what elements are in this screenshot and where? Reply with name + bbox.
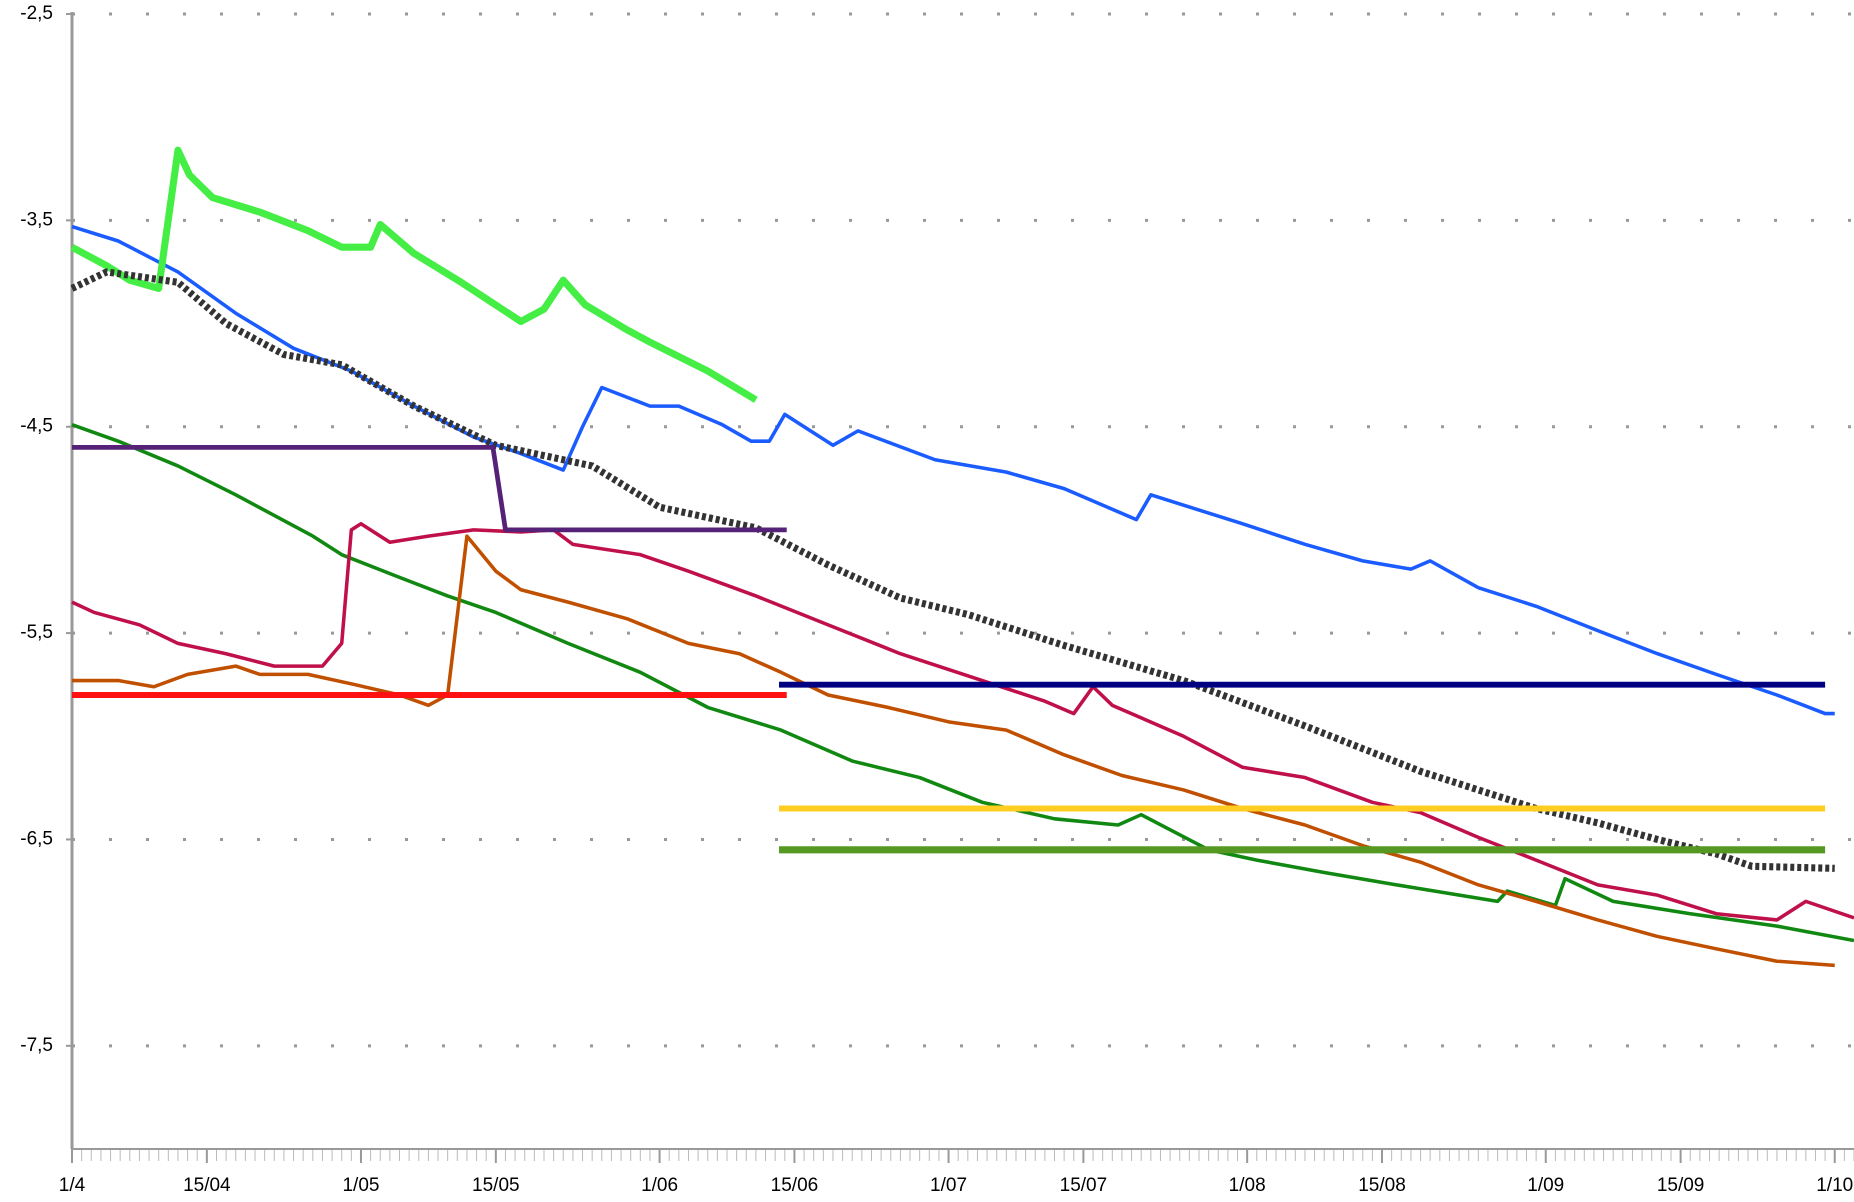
series-line [70, 268, 1835, 872]
x-tick-label: 15/07 [1060, 1175, 1108, 1196]
x-tick-label: 15/08 [1358, 1175, 1406, 1196]
series-line [71, 521, 1854, 922]
y-tick-label: -2,5 [20, 3, 53, 24]
series-line [70, 146, 758, 403]
x-tick-label: 1/4 [59, 1175, 86, 1196]
x-tick-label: 1/09 [1527, 1175, 1564, 1196]
y-tick-label: -3,5 [20, 209, 53, 230]
y-tick-label: -4,5 [20, 416, 53, 437]
x-tick-label: 15/04 [183, 1175, 231, 1196]
x-tick-label: 15/06 [771, 1175, 819, 1196]
x-tick-label: 1/06 [641, 1175, 678, 1196]
x-tick-label: 1/08 [1229, 1175, 1266, 1196]
x-tick-label: 1/10 [1816, 1175, 1853, 1196]
series-line [72, 445, 787, 533]
y-tick-label: -6,5 [20, 828, 53, 849]
x-tick-label: 1/05 [342, 1175, 379, 1196]
series-line [71, 224, 1835, 716]
y-tick-label: -7,5 [20, 1035, 53, 1056]
x-tick-label: 15/09 [1657, 1175, 1705, 1196]
x-tick-label: 15/05 [472, 1175, 520, 1196]
series-line [72, 534, 1835, 968]
y-tick-label: -5,5 [20, 622, 53, 643]
x-tick-label: 1/07 [930, 1175, 967, 1196]
